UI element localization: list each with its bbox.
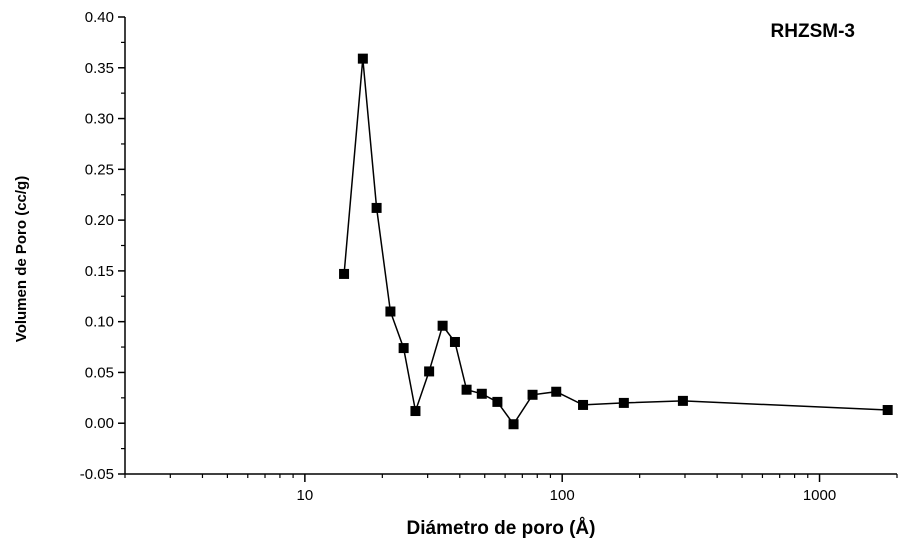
y-tick-label: 0.30 — [85, 111, 114, 128]
x-tick-label: 10 — [297, 487, 314, 504]
data-point — [371, 202, 382, 213]
data-point — [551, 386, 562, 397]
data-point — [476, 388, 487, 399]
x-tick-label: 1000 — [803, 487, 836, 504]
ticks: -0.05 0.00 0.05 0.10 0.15 0.20 0.25 0.30 0.35 0.4… — [80, 9, 898, 504]
data-point — [461, 384, 472, 395]
y-tick-label: 0.40 — [85, 9, 114, 26]
y-tick-label: 0.15 — [85, 263, 114, 280]
y-axis-title: Volumen de Poro (cc/g) — [13, 176, 30, 342]
data-point — [398, 343, 409, 354]
x-tick-label: 100 — [550, 487, 575, 504]
y-tick-label: 0.00 — [85, 415, 114, 432]
y-tick-label: 0.20 — [85, 212, 114, 229]
x-axis-title: Diámetro de poro (Å) — [407, 518, 596, 539]
data-point — [578, 399, 589, 410]
y-tick-label: 0.35 — [85, 60, 114, 77]
data-point — [677, 395, 688, 406]
data-point — [410, 406, 421, 417]
data-point — [357, 53, 368, 64]
data-point — [882, 405, 893, 416]
chart-title: RHZSM-3 — [771, 21, 855, 42]
data-point — [385, 306, 396, 317]
y-tick-label: 0.25 — [85, 161, 114, 178]
data-point — [449, 336, 460, 347]
data-point — [492, 396, 503, 407]
data-point — [527, 389, 538, 400]
y-tick-label: -0.05 — [80, 466, 114, 483]
data-point — [424, 366, 435, 377]
y-tick-label: 0.05 — [85, 364, 114, 381]
data-point — [618, 397, 629, 408]
data-point — [339, 268, 350, 279]
data-point — [437, 320, 448, 331]
data-point — [508, 419, 519, 430]
series — [339, 53, 893, 430]
y-tick-label: 0.10 — [85, 314, 114, 331]
